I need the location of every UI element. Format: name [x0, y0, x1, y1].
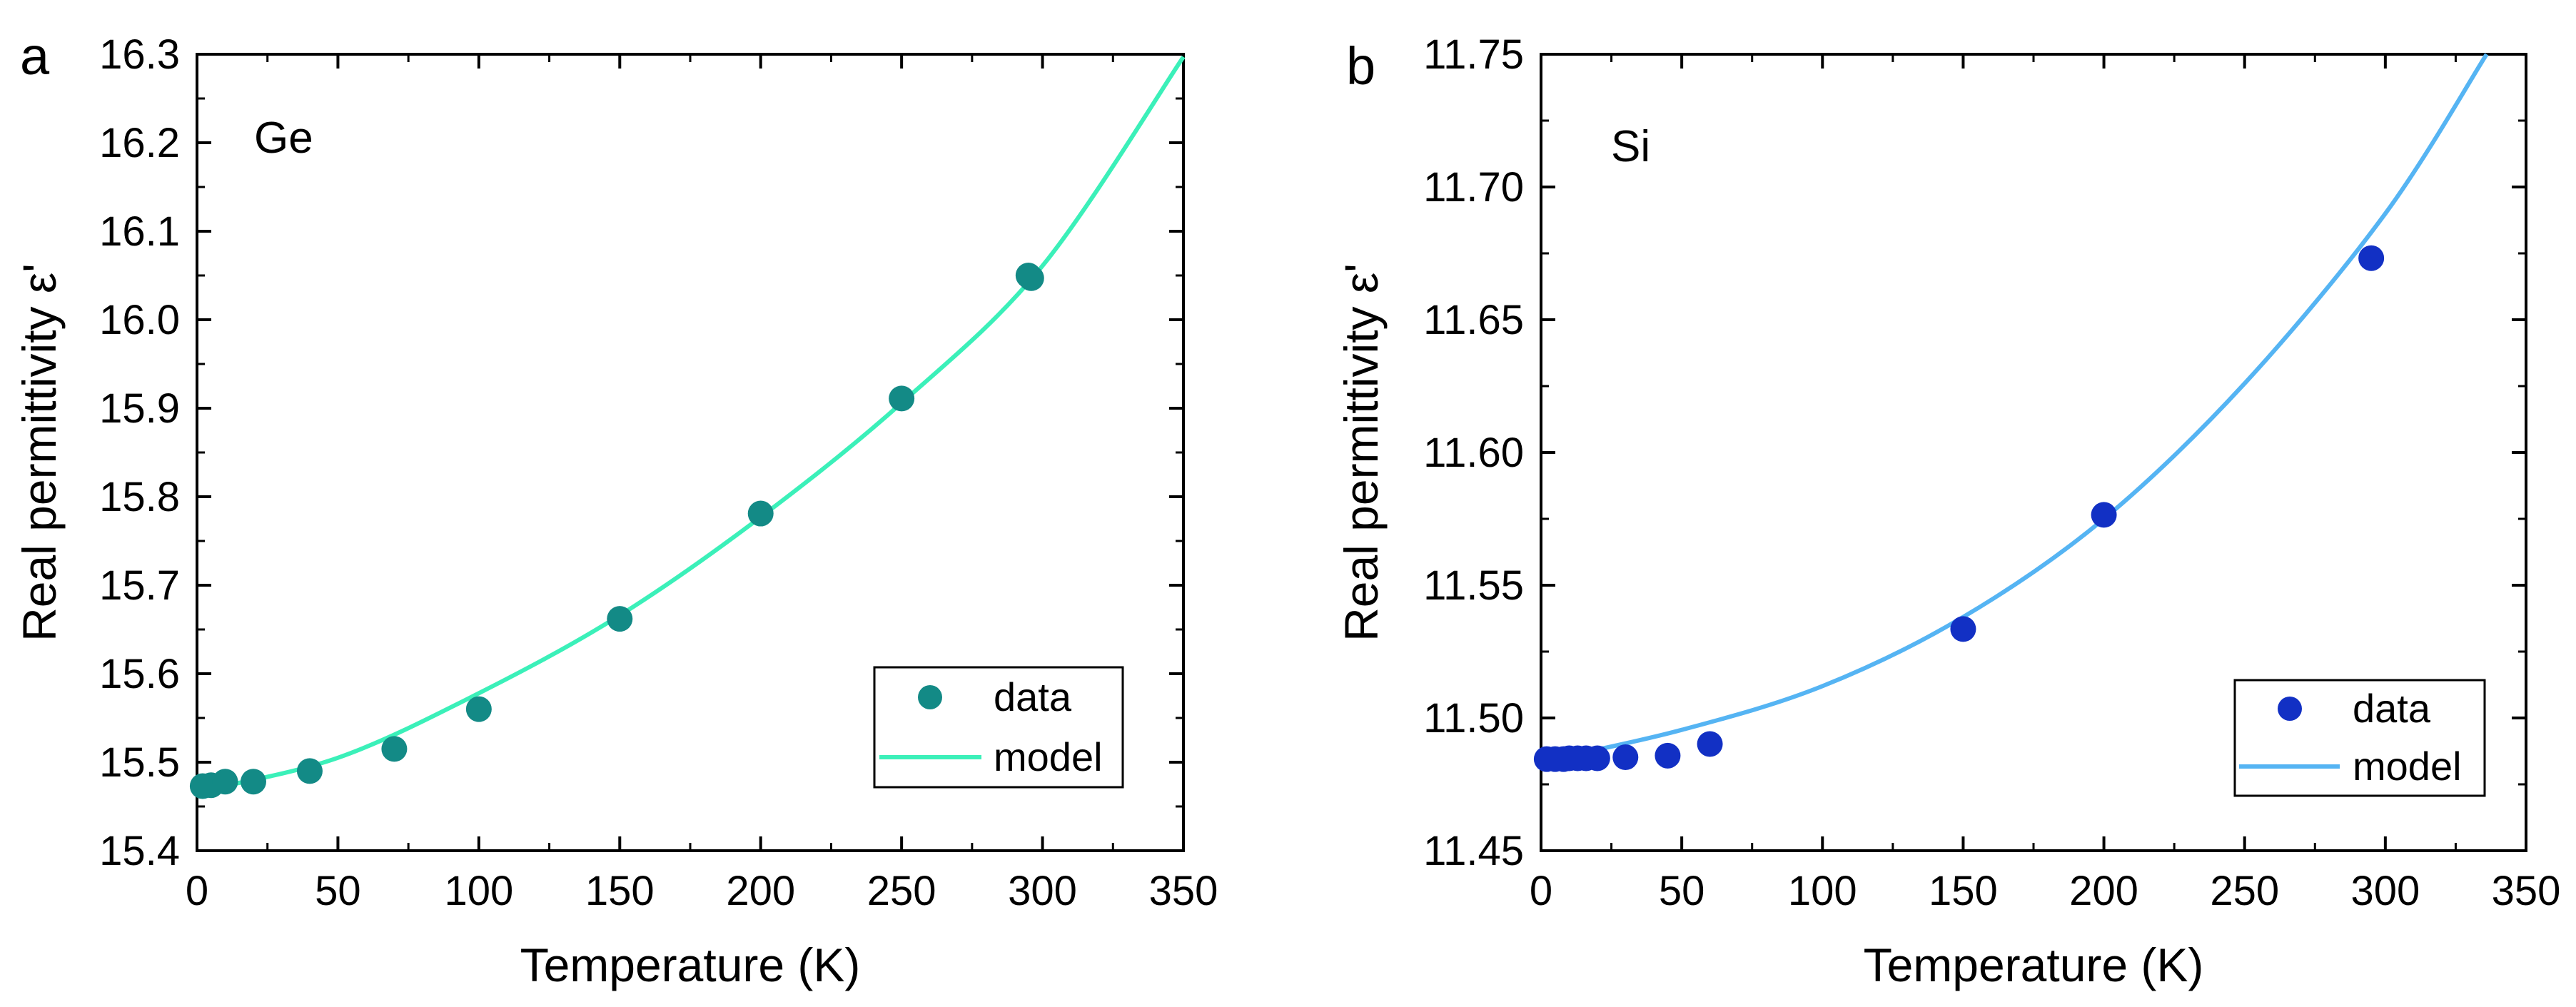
panel-a-data-point — [1018, 265, 1044, 291]
panel-a-y-tick-labels: 15.4 15.5 15.6 15.7 15.8 15.9 16.0 16.1 16.2 16.3 — [99, 31, 180, 874]
panel-b-data-point — [1584, 745, 1610, 771]
panel-b-data-point — [1655, 742, 1681, 769]
panel-b-y-tick-label: 11.70 — [1423, 164, 1524, 211]
panel-b-y-tick-label: 11.50 — [1423, 695, 1524, 742]
panel-b-x-axis-title: Temperature (K) — [1864, 938, 2204, 991]
panel-b-legend-data-label: data — [2353, 686, 2431, 731]
panel-a-data-point — [381, 736, 408, 762]
panel-b-y-tick-label: 11.75 — [1423, 31, 1524, 78]
panel-b-data-point — [1697, 731, 1723, 757]
panel-b-legend-model-label: model — [2353, 744, 2462, 789]
panel-b-y-tick-labels: 11.45 11.50 11.55 11.60 11.65 11.70 11.75 — [1423, 31, 1524, 874]
panel-a-chart: a 0 50 100 150 200 250 300 350 15.4 15.5 15.6 15.7… — [13, 26, 1218, 991]
panel-b-y-tick-label: 11.45 — [1423, 828, 1524, 874]
panel-a-y-tick-label: 15.6 — [99, 651, 180, 697]
panel-a-x-tick-label: 200 — [726, 868, 795, 914]
panel-b-legend-box — [2233, 679, 2486, 797]
panel-a-data-point — [607, 606, 633, 632]
panel-b-x-tick-labels: 0 50 100 150 200 250 300 350 — [1530, 868, 2561, 914]
panel-a-y-tick-label: 16.2 — [99, 120, 180, 166]
panel-b-x-tick-label: 150 — [1929, 868, 1998, 914]
panel-b-material-label: Si — [1611, 122, 1650, 171]
panel-a-data-points — [189, 263, 1044, 799]
panel-b-legend: data model — [2233, 679, 2486, 797]
panel-a-x-tick-label: 150 — [585, 868, 655, 914]
panel-a-y-tick-label: 16.3 — [99, 31, 180, 78]
panel-a-x-tick-label: 250 — [867, 868, 936, 914]
panel-b-data-point — [1950, 616, 1976, 642]
panel-a-material-label: Ge — [254, 113, 313, 163]
panel-b-x-tick-label: 300 — [2350, 868, 2420, 914]
panel-b-data-point — [2358, 245, 2385, 271]
panel-a-x-tick-label: 50 — [315, 868, 361, 914]
panel-a-y-tick-label: 15.5 — [99, 739, 180, 786]
panel-a-y-tick-label: 15.8 — [99, 474, 180, 520]
panel-b-chart: b 0 50 100 150 200 250 300 350 11.4511.5011.551… — [1335, 31, 2560, 991]
panel-a-y-tick-label: 15.4 — [99, 828, 180, 874]
panel-b-legend-data-marker — [2278, 697, 2302, 721]
panel-a-x-tick-label: 300 — [1008, 868, 1077, 914]
panel-a-legend-data-label: data — [994, 674, 1072, 719]
panel-b-letter: b — [1346, 36, 1375, 96]
panel-a-data-point — [465, 696, 492, 722]
panel-b-y-axis-title: Real permittivity ε' — [1335, 263, 1388, 642]
panel-b-y-tick-label: 11.60 — [1423, 430, 1524, 476]
panel-a-data-point — [212, 769, 238, 795]
panel-b-y-tick-label: 11.65 — [1423, 297, 1524, 343]
panel-b-ticks — [1540, 53, 2527, 852]
panel-a-legend-data-marker — [918, 685, 942, 709]
panel-a-y-tick-label: 15.7 — [99, 562, 180, 609]
panel-a-x-tick-labels: 0 50 100 150 200 250 300 350 — [186, 868, 1218, 914]
panel-a-data-point — [747, 500, 774, 527]
panel-b-x-tick-label: 0 — [1530, 868, 1552, 914]
panel-b-data-point — [2091, 502, 2117, 528]
panel-a-data-point — [240, 769, 266, 795]
panel-a-legend: data model — [873, 666, 1124, 789]
panel-a-x-tick-label: 100 — [444, 868, 513, 914]
panel-b-y-tick-label: 11.55 — [1423, 562, 1524, 609]
panel-a-y-tick-label: 16.1 — [99, 208, 180, 255]
panel-a-data-point — [889, 385, 915, 412]
panel-a-ticks — [196, 53, 1185, 852]
panel-a-y-tick-label: 16.0 — [99, 297, 180, 343]
panel-b-x-tick-label: 50 — [1659, 868, 1705, 914]
panel-a-y-tick-label: 15.9 — [99, 385, 180, 432]
panel-a-data-point — [296, 758, 323, 784]
panel-b-x-tick-label: 200 — [2069, 868, 2138, 914]
panel-a-model-line — [202, 56, 1186, 793]
panel-b-x-tick-label: 350 — [2492, 868, 2561, 914]
panel-a-x-axis-title: Temperature (K) — [520, 938, 861, 991]
panel-a-x-tick-label: 0 — [186, 868, 208, 914]
panel-a-legend-box — [873, 666, 1124, 789]
panel-a-letter: a — [20, 26, 50, 86]
panel-b-model-line — [1546, 53, 2489, 763]
panel-a-x-tick-label: 350 — [1149, 868, 1218, 914]
panel-a-y-axis-title: Real permittivity ε' — [13, 263, 66, 642]
panel-b-data-points — [1533, 245, 2385, 772]
panel-b-data-point — [1612, 744, 1639, 771]
panel-b-x-tick-label: 100 — [1788, 868, 1857, 914]
panel-a-legend-model-label: model — [994, 734, 1103, 779]
panel-b-x-tick-label: 250 — [2210, 868, 2279, 914]
